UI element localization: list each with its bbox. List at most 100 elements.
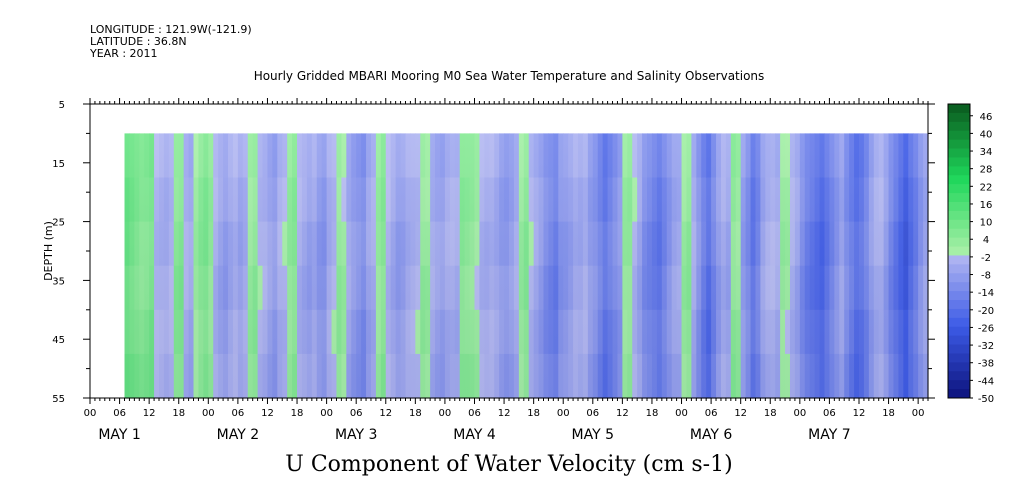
x-hour-label: 00 — [320, 408, 333, 419]
axis-labels: 5 15 25 35 45 55 00 06 12 18 00 06 12 18 00 06 12 18 00 06 1… — [52, 100, 924, 443]
x-hour-label: 06 — [232, 408, 245, 419]
colorbar-swatch — [948, 273, 970, 283]
latitude-text: LATITUDE : 36.8N — [90, 35, 187, 48]
x-hour-label: 12 — [853, 408, 866, 419]
y-axis-label: DEPTH (m) — [42, 221, 55, 281]
colorbar-label: -2 — [981, 253, 991, 264]
x-day-label: MAY 5 — [572, 427, 614, 443]
colorbar-swatch — [948, 255, 970, 265]
x-hour-label: 12 — [616, 408, 629, 419]
y-tick-label: 35 — [52, 276, 65, 287]
colorbar-swatch — [948, 344, 970, 354]
colorbar-swatch — [948, 184, 970, 194]
colorbar-frame — [947, 103, 971, 399]
colorbar-label: 46 — [980, 112, 993, 123]
x-hour-label: 06 — [586, 408, 599, 419]
x-hour-label: 00 — [439, 408, 452, 419]
x-hour-label: 18 — [291, 408, 304, 419]
colorbar-label: 22 — [980, 182, 993, 193]
colorbar-swatch — [948, 317, 970, 328]
x-hour-label: 06 — [468, 408, 481, 419]
x-day-label: MAY 7 — [808, 427, 850, 443]
colorbar-label: 10 — [980, 218, 993, 229]
x-hour-label: 18 — [882, 408, 895, 419]
colorbar-label: -32 — [978, 341, 994, 352]
colorbar-swatch — [948, 193, 970, 203]
colorbar-swatch — [948, 326, 970, 337]
colorbar-swatch — [948, 139, 970, 150]
x-hour-label: 18 — [764, 408, 777, 419]
colorbar-swatch — [948, 300, 970, 310]
colorbar-swatch — [948, 353, 970, 363]
x-hour-label: 12 — [379, 408, 392, 419]
colorbar-swatch — [948, 228, 970, 239]
x-day-label: MAY 2 — [217, 427, 259, 443]
x-hour-label: 06 — [823, 408, 836, 419]
x-hour-label: 00 — [84, 408, 97, 419]
x-day-label: MAY 6 — [690, 427, 733, 443]
colorbar-swatch — [948, 157, 970, 167]
colorbar-swatch — [948, 389, 970, 399]
x-hour-label: 00 — [202, 408, 215, 419]
x-hour-label: 00 — [557, 408, 570, 419]
colorbar-swatch — [948, 237, 970, 248]
x-day-label: MAY 1 — [98, 427, 140, 443]
x-day-label: MAY 3 — [335, 427, 377, 443]
x-hour-label: 18 — [527, 408, 540, 419]
colorbar-label: -50 — [978, 394, 994, 405]
x-hour-label: 18 — [172, 408, 185, 419]
y-tick-label: 25 — [52, 218, 65, 229]
colorbar-label: 4 — [983, 235, 989, 246]
y-tick-label: 55 — [52, 394, 65, 405]
x-day-label: MAY 4 — [453, 427, 496, 443]
colorbar-swatch — [948, 362, 970, 372]
x-hour-label: 18 — [409, 408, 422, 419]
colorbar-swatch — [948, 335, 970, 346]
colorbar-swatch — [948, 210, 970, 221]
x-hour-label: 12 — [498, 408, 511, 419]
colorbar-swatch — [948, 104, 970, 114]
chart-title: Hourly Gridded MBARI Mooring M0 Sea Wate… — [253, 69, 765, 83]
colorbar-swatch — [948, 282, 970, 292]
longitude-text: LONGITUDE : 121.9W(-121.9) — [90, 23, 252, 36]
colorbar-swatch — [948, 371, 970, 381]
colorbar-swatch — [948, 219, 970, 230]
colorbar-swatch — [948, 166, 970, 176]
colorbar: 46 40 34 28 22 16 10 4 -2 -8 -14 -20 -26 -32 -38 -44 -50 — [947, 103, 994, 405]
colorbar-swatch — [948, 246, 970, 256]
axis-ticks — [83, 98, 935, 404]
x-hour-label: 06 — [705, 408, 718, 419]
x-hour-label: 12 — [143, 408, 156, 419]
colorbar-swatch — [948, 148, 970, 158]
variable-title: U Component of Water Velocity (cm s-1) — [285, 452, 733, 477]
x-hour-label: 06 — [350, 408, 363, 419]
y-tick-label: 45 — [52, 335, 65, 346]
colorbar-swatch — [948, 380, 970, 390]
x-hour-label: 00 — [675, 408, 688, 419]
colorbar-label: 34 — [980, 147, 993, 158]
colorbar-swatch — [948, 291, 970, 301]
colorbar-label: 16 — [980, 200, 993, 211]
colorbar-label: -14 — [978, 288, 994, 299]
x-hour-label: 12 — [261, 408, 274, 419]
colorbar-label: 28 — [980, 165, 993, 176]
colorbar-swatch — [948, 202, 970, 212]
colorbar-swatch — [948, 308, 970, 319]
x-hour-label: 00 — [912, 408, 925, 419]
colorbar-swatch — [948, 175, 970, 185]
x-hour-label: 18 — [646, 408, 659, 419]
colorbar-label: 40 — [980, 129, 993, 140]
colorbar-swatch — [948, 121, 970, 132]
colorbar-swatch — [948, 130, 970, 141]
colorbar-label: -8 — [981, 271, 991, 282]
colorbar-label: -20 — [978, 306, 994, 317]
year-text: YEAR : 2011 — [90, 47, 158, 60]
heatmap-shading — [124, 133, 929, 398]
y-tick-label: 5 — [59, 100, 65, 111]
colorbar-label: -38 — [978, 359, 994, 370]
colorbar-label: -26 — [978, 323, 994, 334]
colorbar-swatch — [948, 264, 970, 274]
x-hour-label: 06 — [113, 408, 126, 419]
x-hour-label: 00 — [793, 408, 806, 419]
